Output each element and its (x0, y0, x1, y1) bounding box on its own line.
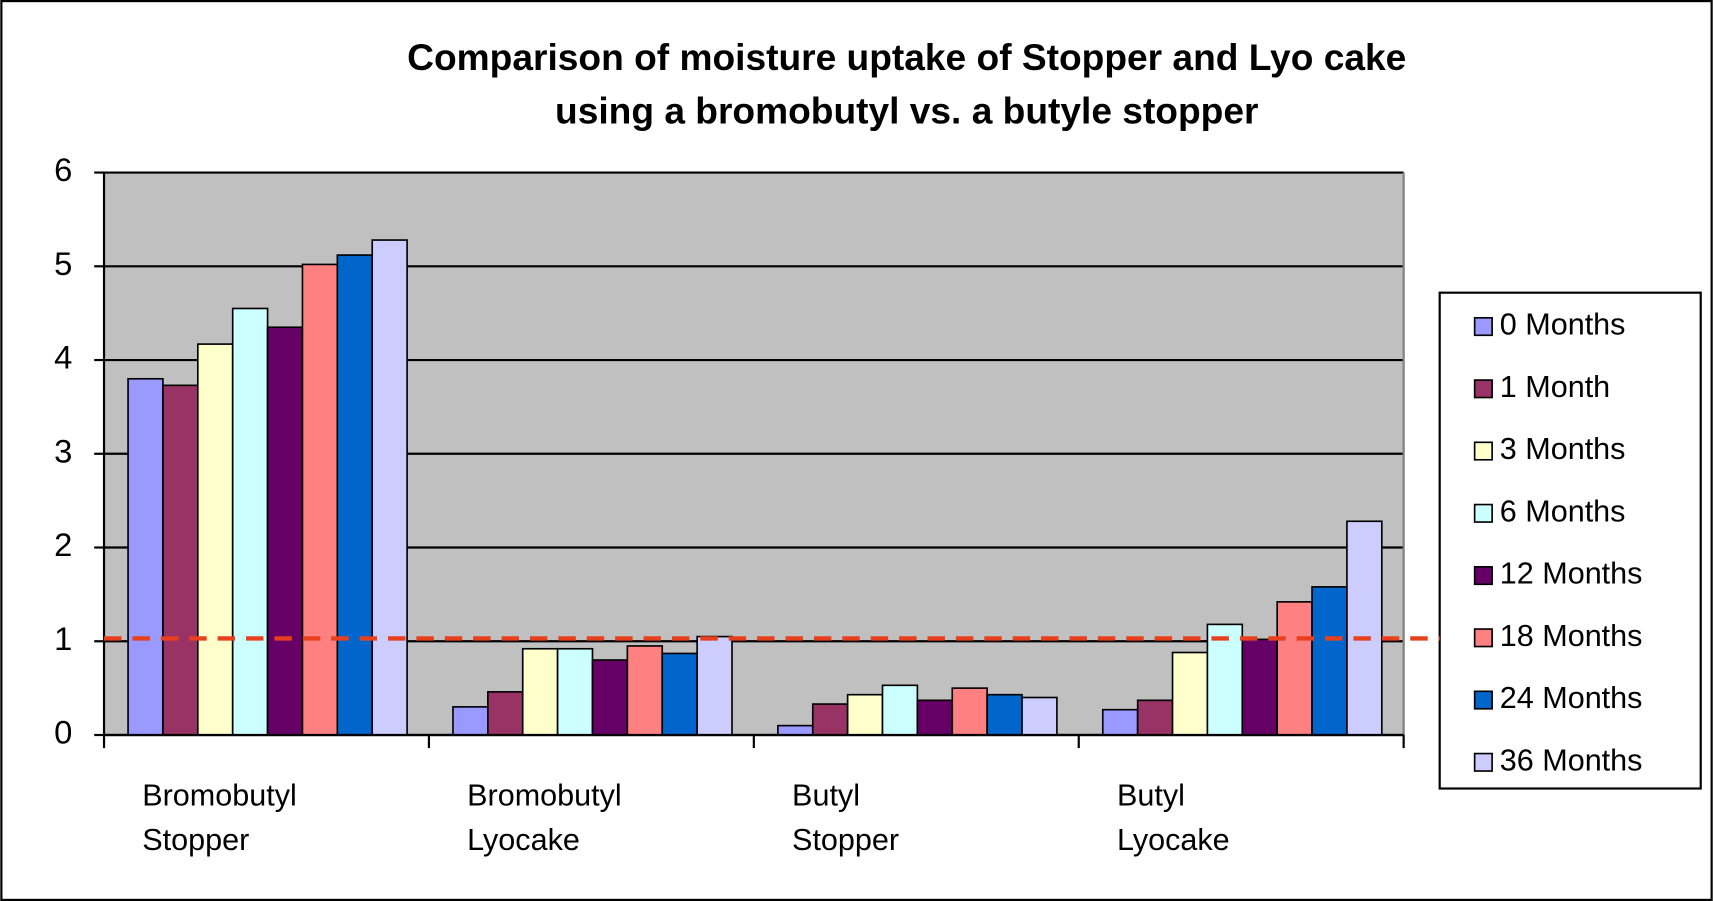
y-tick-label: 0 (54, 714, 72, 751)
bar (846, 693, 884, 736)
bar (266, 326, 304, 736)
x-tick-label: Stopper (142, 823, 249, 857)
bar (1101, 708, 1139, 736)
bar (1241, 638, 1278, 736)
bar (556, 647, 594, 736)
bar (1206, 623, 1244, 736)
y-tick-label: 5 (54, 245, 72, 282)
bar (521, 647, 559, 736)
bar (661, 652, 698, 736)
x-tick-label: Bromobutyl (142, 778, 297, 812)
bar (626, 645, 664, 736)
bar (1346, 520, 1383, 736)
legend-swatch (1473, 503, 1493, 523)
bar (916, 699, 954, 736)
bar (1021, 696, 1058, 736)
bar (1276, 601, 1313, 736)
bar (777, 724, 814, 736)
legend-label: 0 Months (1500, 308, 1626, 342)
legend-swatch (1473, 565, 1493, 586)
y-tick-label: 6 (54, 151, 72, 188)
bar (696, 635, 733, 736)
legend-swatch (1473, 690, 1493, 710)
bar (591, 659, 629, 736)
bar (811, 703, 849, 736)
bar (986, 693, 1023, 736)
y-tick-label: 2 (54, 526, 72, 563)
x-tick-label: Stopper (792, 823, 899, 857)
legend-swatch (1473, 628, 1493, 648)
x-tick-label: Lyocake (1117, 823, 1230, 857)
bar (371, 239, 408, 736)
x-tick-label: Butyl (792, 778, 860, 812)
legend-label: 18 Months (1500, 619, 1643, 653)
legend-label: 3 Months (1500, 432, 1626, 466)
bar (1136, 699, 1174, 736)
x-tick-label: Bromobutyl (467, 778, 622, 812)
x-tick-label: Lyocake (467, 823, 580, 857)
bar (1171, 651, 1209, 736)
bar (487, 691, 524, 736)
bar (336, 254, 374, 736)
legend-swatch (1473, 316, 1493, 337)
chart-title: Comparison of moisture uptake of Stopper… (407, 36, 1406, 78)
bar (231, 307, 269, 736)
y-tick-label: 3 (54, 432, 72, 469)
bar (951, 687, 988, 736)
bar (127, 377, 164, 736)
bar (881, 684, 919, 736)
bar (301, 263, 339, 736)
bar (196, 343, 234, 736)
chart-title: using a bromobutyl vs. a butyle stopper (555, 89, 1258, 131)
y-tick-label: 1 (54, 620, 72, 657)
bar (452, 706, 489, 736)
legend-label: 6 Months (1500, 494, 1626, 528)
y-tick-label: 4 (54, 339, 72, 376)
legend-swatch (1473, 441, 1493, 461)
bar (162, 384, 199, 736)
bar (1311, 586, 1348, 736)
legend-swatch (1473, 379, 1493, 399)
x-tick-label: Butyl (1117, 778, 1185, 812)
legend-label: 12 Months (1500, 557, 1643, 591)
legend-label: 24 Months (1500, 681, 1643, 715)
legend-label: 36 Months (1500, 743, 1643, 777)
legend-swatch (1473, 752, 1493, 772)
legend-label: 1 Month (1500, 370, 1610, 404)
